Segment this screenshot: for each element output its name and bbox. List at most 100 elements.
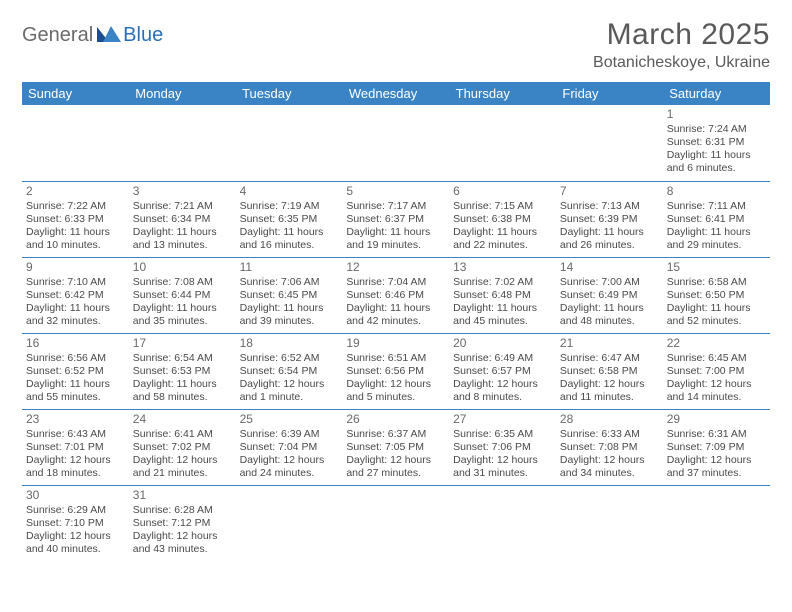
sunset-text: Sunset: 6:49 PM <box>560 289 659 302</box>
sunrise-text: Sunrise: 7:13 AM <box>560 200 659 213</box>
calendar-day-cell: 23Sunrise: 6:43 AMSunset: 7:01 PMDayligh… <box>22 409 129 485</box>
daylight-text: and 5 minutes. <box>346 391 445 404</box>
calendar-day-cell <box>22 105 129 181</box>
daylight-text: Daylight: 12 hours <box>667 454 766 467</box>
daylight-text: Daylight: 11 hours <box>133 302 232 315</box>
sunset-text: Sunset: 6:48 PM <box>453 289 552 302</box>
day-number: 29 <box>667 412 766 427</box>
calendar-body: 1Sunrise: 7:24 AMSunset: 6:31 PMDaylight… <box>22 105 770 561</box>
weekday-header: Tuesday <box>236 82 343 105</box>
sunrise-text: Sunrise: 7:10 AM <box>26 276 125 289</box>
sunrise-text: Sunrise: 6:45 AM <box>667 352 766 365</box>
day-number: 2 <box>26 184 125 199</box>
sunset-text: Sunset: 7:01 PM <box>26 441 125 454</box>
calendar-day-cell: 7Sunrise: 7:13 AMSunset: 6:39 PMDaylight… <box>556 181 663 257</box>
calendar-day-cell: 3Sunrise: 7:21 AMSunset: 6:34 PMDaylight… <box>129 181 236 257</box>
sunset-text: Sunset: 6:53 PM <box>133 365 232 378</box>
weekday-header: Saturday <box>663 82 770 105</box>
title-block: March 2025 Botanicheskoye, Ukraine <box>593 18 770 72</box>
sunrise-text: Sunrise: 6:58 AM <box>667 276 766 289</box>
daylight-text: and 37 minutes. <box>667 467 766 480</box>
daylight-text: Daylight: 12 hours <box>346 378 445 391</box>
sunset-text: Sunset: 6:34 PM <box>133 213 232 226</box>
calendar-day-cell: 10Sunrise: 7:08 AMSunset: 6:44 PMDayligh… <box>129 257 236 333</box>
daylight-text: and 1 minute. <box>240 391 339 404</box>
sunrise-text: Sunrise: 6:29 AM <box>26 504 125 517</box>
sunrise-text: Sunrise: 6:56 AM <box>26 352 125 365</box>
daylight-text: and 32 minutes. <box>26 315 125 328</box>
calendar-day-cell: 29Sunrise: 6:31 AMSunset: 7:09 PMDayligh… <box>663 409 770 485</box>
daylight-text: Daylight: 12 hours <box>133 530 232 543</box>
daylight-text: Daylight: 11 hours <box>560 302 659 315</box>
calendar-week-row: 9Sunrise: 7:10 AMSunset: 6:42 PMDaylight… <box>22 257 770 333</box>
calendar-day-cell: 12Sunrise: 7:04 AMSunset: 6:46 PMDayligh… <box>342 257 449 333</box>
daylight-text: and 19 minutes. <box>346 239 445 252</box>
daylight-text: and 39 minutes. <box>240 315 339 328</box>
day-number: 18 <box>240 336 339 351</box>
day-number: 4 <box>240 184 339 199</box>
sunrise-text: Sunrise: 7:19 AM <box>240 200 339 213</box>
calendar-day-cell: 24Sunrise: 6:41 AMSunset: 7:02 PMDayligh… <box>129 409 236 485</box>
calendar-day-cell: 20Sunrise: 6:49 AMSunset: 6:57 PMDayligh… <box>449 333 556 409</box>
day-number: 23 <box>26 412 125 427</box>
daylight-text: Daylight: 12 hours <box>560 454 659 467</box>
sunrise-text: Sunrise: 7:02 AM <box>453 276 552 289</box>
daylight-text: and 35 minutes. <box>133 315 232 328</box>
day-number: 17 <box>133 336 232 351</box>
sunrise-text: Sunrise: 6:33 AM <box>560 428 659 441</box>
sunrise-text: Sunrise: 6:39 AM <box>240 428 339 441</box>
sunrise-text: Sunrise: 7:04 AM <box>346 276 445 289</box>
calendar-day-cell <box>449 485 556 561</box>
sunrise-text: Sunrise: 6:31 AM <box>667 428 766 441</box>
day-number: 31 <box>133 488 232 503</box>
sunrise-text: Sunrise: 7:21 AM <box>133 200 232 213</box>
calendar-week-row: 2Sunrise: 7:22 AMSunset: 6:33 PMDaylight… <box>22 181 770 257</box>
day-number: 19 <box>346 336 445 351</box>
calendar-day-cell: 4Sunrise: 7:19 AMSunset: 6:35 PMDaylight… <box>236 181 343 257</box>
sunset-text: Sunset: 6:39 PM <box>560 213 659 226</box>
sunset-text: Sunset: 7:12 PM <box>133 517 232 530</box>
calendar-day-cell: 5Sunrise: 7:17 AMSunset: 6:37 PMDaylight… <box>342 181 449 257</box>
weekday-header: Friday <box>556 82 663 105</box>
sunrise-text: Sunrise: 6:54 AM <box>133 352 232 365</box>
sunset-text: Sunset: 6:58 PM <box>560 365 659 378</box>
daylight-text: Daylight: 11 hours <box>560 226 659 239</box>
weekday-header: Wednesday <box>342 82 449 105</box>
sunset-text: Sunset: 7:09 PM <box>667 441 766 454</box>
daylight-text: Daylight: 11 hours <box>133 226 232 239</box>
day-number: 6 <box>453 184 552 199</box>
calendar-day-cell <box>236 105 343 181</box>
calendar-week-row: 23Sunrise: 6:43 AMSunset: 7:01 PMDayligh… <box>22 409 770 485</box>
daylight-text: Daylight: 11 hours <box>26 226 125 239</box>
sunrise-text: Sunrise: 7:06 AM <box>240 276 339 289</box>
daylight-text: Daylight: 11 hours <box>346 226 445 239</box>
daylight-text: and 43 minutes. <box>133 543 232 556</box>
sunset-text: Sunset: 7:05 PM <box>346 441 445 454</box>
daylight-text: and 58 minutes. <box>133 391 232 404</box>
sunset-text: Sunset: 6:45 PM <box>240 289 339 302</box>
calendar-day-cell: 25Sunrise: 6:39 AMSunset: 7:04 PMDayligh… <box>236 409 343 485</box>
calendar-day-cell: 14Sunrise: 7:00 AMSunset: 6:49 PMDayligh… <box>556 257 663 333</box>
day-number: 1 <box>667 107 766 122</box>
calendar-day-cell: 9Sunrise: 7:10 AMSunset: 6:42 PMDaylight… <box>22 257 129 333</box>
day-number: 3 <box>133 184 232 199</box>
sunrise-text: Sunrise: 7:15 AM <box>453 200 552 213</box>
day-number: 20 <box>453 336 552 351</box>
logo-text-blue: Blue <box>123 24 163 47</box>
sunset-text: Sunset: 6:46 PM <box>346 289 445 302</box>
calendar-day-cell: 11Sunrise: 7:06 AMSunset: 6:45 PMDayligh… <box>236 257 343 333</box>
sunset-text: Sunset: 6:50 PM <box>667 289 766 302</box>
sunset-text: Sunset: 6:54 PM <box>240 365 339 378</box>
calendar-day-cell <box>129 105 236 181</box>
daylight-text: and 42 minutes. <box>346 315 445 328</box>
sunrise-text: Sunrise: 6:37 AM <box>346 428 445 441</box>
calendar-day-cell: 16Sunrise: 6:56 AMSunset: 6:52 PMDayligh… <box>22 333 129 409</box>
daylight-text: Daylight: 11 hours <box>26 378 125 391</box>
day-number: 16 <box>26 336 125 351</box>
daylight-text: Daylight: 12 hours <box>26 530 125 543</box>
calendar-day-cell: 31Sunrise: 6:28 AMSunset: 7:12 PMDayligh… <box>129 485 236 561</box>
daylight-text: and 45 minutes. <box>453 315 552 328</box>
daylight-text: and 48 minutes. <box>560 315 659 328</box>
day-number: 10 <box>133 260 232 275</box>
sunrise-text: Sunrise: 6:41 AM <box>133 428 232 441</box>
